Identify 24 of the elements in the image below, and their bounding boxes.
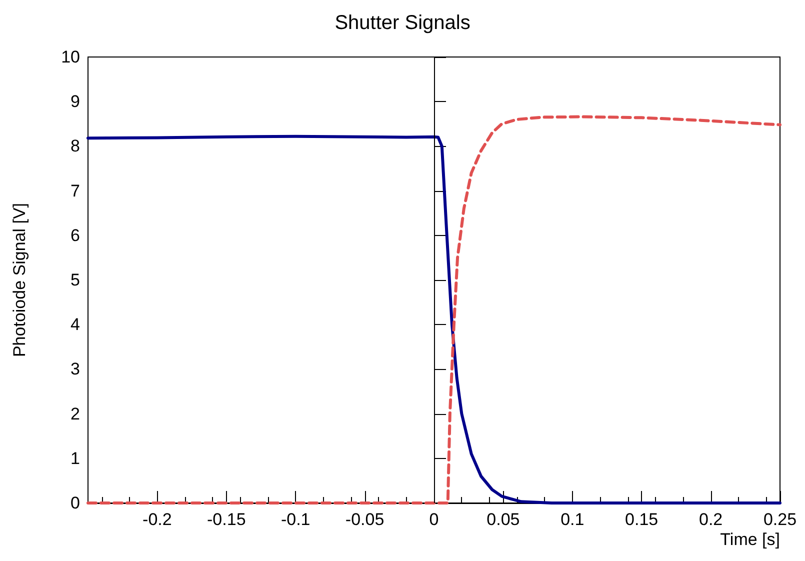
x-tick-label: 0.1 (560, 510, 584, 529)
x-tick-label: 0.25 (763, 510, 797, 529)
x-tick-label: 0.15 (625, 510, 658, 529)
y-axis-title: Photoiode Signal [V] (10, 202, 29, 358)
y-tick-label: 9 (70, 92, 80, 112)
y-tick-label: 1 (70, 448, 80, 468)
x-tick-label: -0.2 (142, 510, 172, 529)
y-tick-label: 7 (70, 181, 80, 200)
x-tick-label: 0 (429, 510, 439, 529)
chart-title: Shutter Signals (334, 12, 470, 34)
y-tick-label: 4 (70, 315, 80, 334)
y-tick-label: 8 (70, 136, 80, 156)
y-tick-label: 5 (70, 270, 80, 290)
y-tick-label: 6 (70, 226, 80, 245)
x-tick-label: -0.1 (280, 510, 310, 529)
y-tick-label: 10 (61, 48, 80, 66)
y-tick-label: 0 (70, 494, 80, 512)
x-tick-label: 0.05 (486, 510, 520, 529)
y-tick-label: 3 (70, 360, 80, 379)
x-tick-label: -0.05 (345, 510, 384, 529)
y-tick-label: 2 (70, 404, 80, 424)
x-axis-title: Time [s] (720, 530, 780, 549)
x-tick-label: -0.15 (207, 510, 246, 529)
x-tick-label: 0.2 (698, 510, 723, 529)
